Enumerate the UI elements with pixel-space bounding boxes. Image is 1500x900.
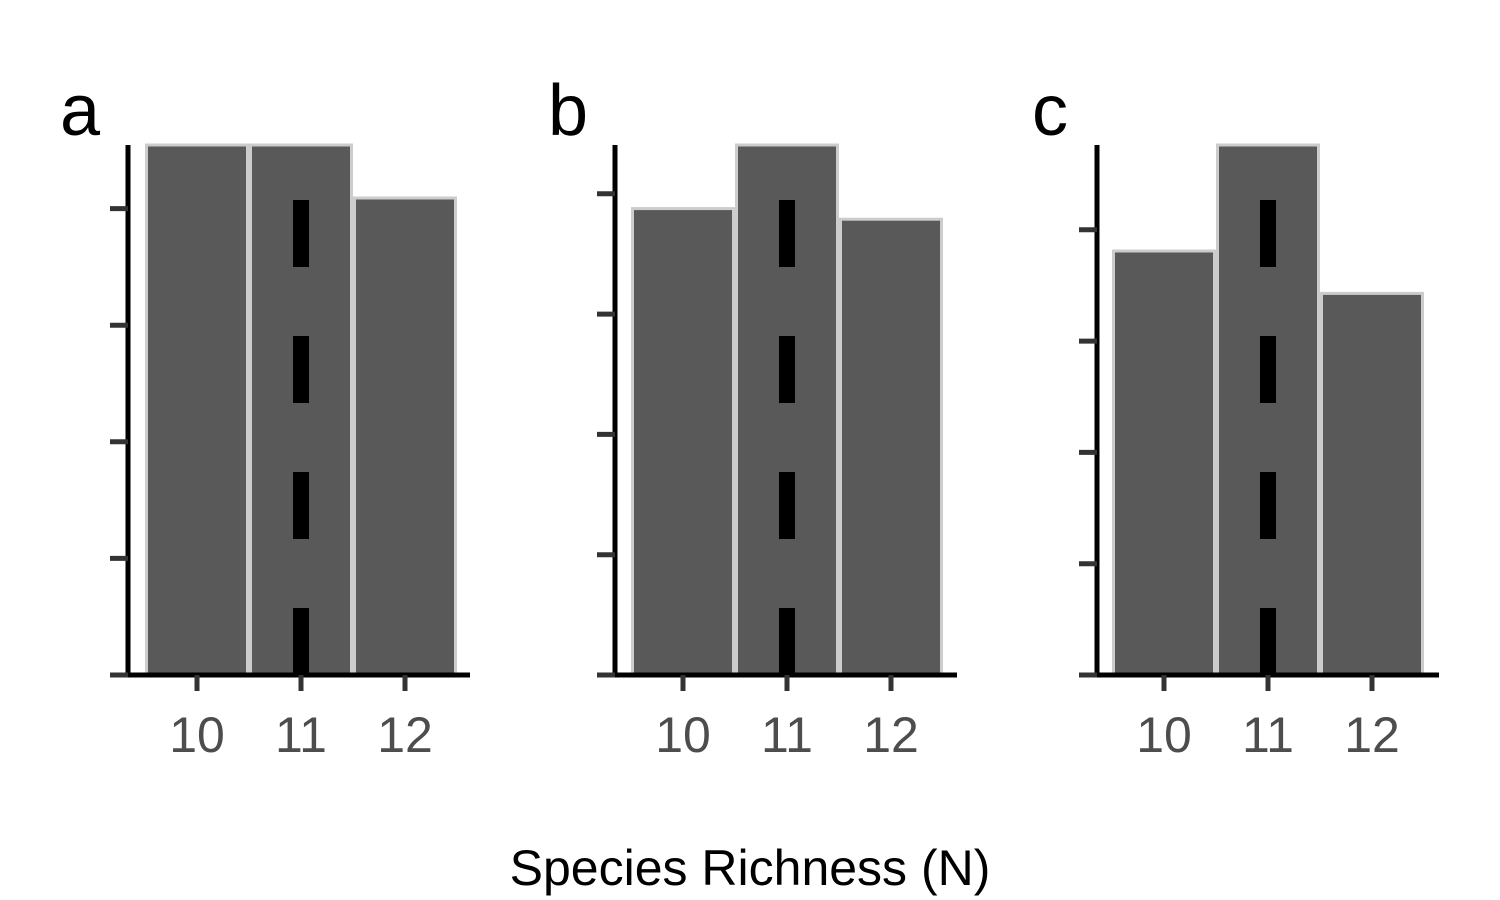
bar-b-12 [839,217,943,677]
bar-b-10 [631,207,735,677]
bar-c-10 [1112,249,1216,677]
panel-label-c: c [1032,71,1068,151]
x-tick-label-c-12: 12 [1344,707,1400,763]
x-axis-title: Species Richness (N) [510,840,991,896]
bar-a-10 [145,143,249,677]
x-tick-label-a-11: 11 [275,707,327,763]
x-tick-label-b-11: 11 [761,707,813,763]
x-tick-label-a-10: 10 [169,707,225,763]
x-tick-label-c-10: 10 [1136,707,1192,763]
chart-panels: 10 11 12 a 10 11 12 b 10 11 12 c [60,71,1439,763]
panel-label-a: a [60,71,101,151]
panel-c: 10 11 12 c [1032,71,1439,763]
bar-a-12 [353,196,457,677]
x-tick-label-b-12: 12 [863,707,919,763]
x-tick-label-a-12: 12 [377,707,433,763]
panel-a: 10 11 12 a [60,71,470,763]
bar-c-12 [1320,291,1424,677]
x-tick-label-b-10: 10 [655,707,711,763]
x-tick-label-c-11: 11 [1242,707,1294,763]
panel-b: 10 11 12 b [548,71,957,763]
panel-label-b: b [548,71,588,151]
